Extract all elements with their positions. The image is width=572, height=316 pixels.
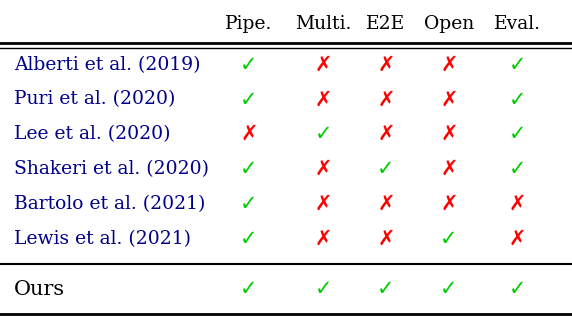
Text: Puri et al. (2020): Puri et al. (2020) (14, 91, 176, 108)
Text: ✗: ✗ (378, 228, 395, 249)
Text: ✓: ✓ (240, 159, 257, 179)
Text: Pipe.: Pipe. (225, 15, 272, 33)
Text: ✓: ✓ (315, 279, 332, 299)
Text: Shakeri et al. (2020): Shakeri et al. (2020) (14, 160, 209, 178)
Text: Eval.: Eval. (494, 15, 541, 33)
Text: ✗: ✗ (378, 194, 395, 214)
Text: Bartolo et al. (2021): Bartolo et al. (2021) (14, 195, 206, 213)
Text: ✓: ✓ (509, 124, 526, 144)
Text: ✗: ✗ (378, 55, 395, 75)
Text: ✗: ✗ (509, 228, 526, 249)
Text: Lewis et al. (2021): Lewis et al. (2021) (14, 230, 191, 247)
Text: Open: Open (424, 15, 474, 33)
Text: ✓: ✓ (240, 194, 257, 214)
Text: ✓: ✓ (509, 55, 526, 75)
Text: ✗: ✗ (440, 194, 458, 214)
Text: ✗: ✗ (440, 89, 458, 110)
Text: ✗: ✗ (315, 55, 332, 75)
Text: Multi.: Multi. (295, 15, 351, 33)
Text: ✗: ✗ (240, 124, 257, 144)
Text: ✓: ✓ (240, 228, 257, 249)
Text: ✓: ✓ (315, 124, 332, 144)
Text: ✓: ✓ (240, 55, 257, 75)
Text: ✗: ✗ (378, 124, 395, 144)
Text: ✗: ✗ (440, 55, 458, 75)
Text: ✓: ✓ (440, 228, 458, 249)
Text: ✓: ✓ (440, 279, 458, 299)
Text: ✗: ✗ (509, 194, 526, 214)
Text: ✓: ✓ (240, 279, 257, 299)
Text: ✓: ✓ (509, 159, 526, 179)
Text: E2E: E2E (367, 15, 406, 33)
Text: ✓: ✓ (240, 89, 257, 110)
Text: ✓: ✓ (509, 89, 526, 110)
Text: ✓: ✓ (378, 279, 395, 299)
Text: ✗: ✗ (440, 159, 458, 179)
Text: Lee et al. (2020): Lee et al. (2020) (14, 125, 171, 143)
Text: ✗: ✗ (315, 159, 332, 179)
Text: ✓: ✓ (509, 279, 526, 299)
Text: ✗: ✗ (378, 89, 395, 110)
Text: ✗: ✗ (315, 89, 332, 110)
Text: ✗: ✗ (315, 228, 332, 249)
Text: Alberti et al. (2019): Alberti et al. (2019) (14, 56, 201, 74)
Text: Ours: Ours (14, 280, 65, 299)
Text: ✓: ✓ (378, 159, 395, 179)
Text: ✗: ✗ (315, 194, 332, 214)
Text: ✗: ✗ (440, 124, 458, 144)
